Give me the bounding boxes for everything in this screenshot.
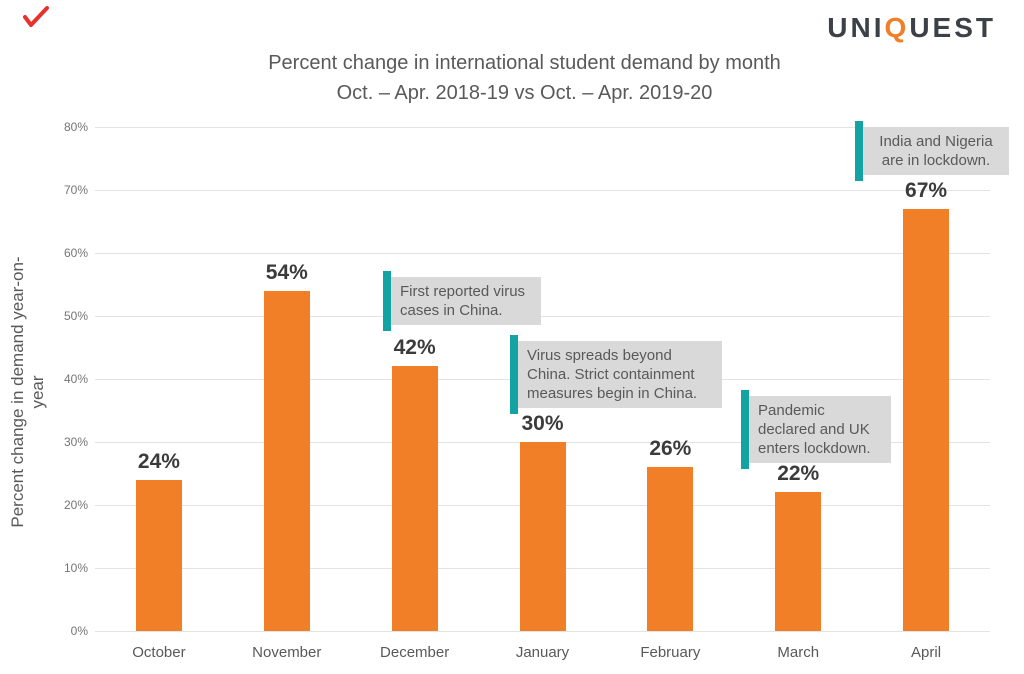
- bar-january: [519, 442, 566, 631]
- x-axis-label-february: February: [640, 644, 701, 661]
- gridline-80%: [95, 127, 990, 128]
- y-tick-label-70%: 70%: [63, 183, 88, 197]
- x-axis-label-january: January: [515, 644, 570, 661]
- logo-text-suffix: UEST: [909, 12, 996, 43]
- x-axis-label-march: March: [777, 644, 820, 661]
- logo-text-prefix: UNI: [827, 12, 885, 43]
- annotation-text: First reported virus cases in China.: [391, 277, 541, 325]
- bar-value-label-december: 42%: [393, 336, 436, 360]
- y-axis-label: Percent change in demand year-on-year: [8, 256, 47, 528]
- x-axis-label-december: December: [380, 644, 450, 661]
- plot-area: 0% 10% 20% 30% 40% 50% 60% 70% 80% 24% October 54% N…: [64, 120, 990, 661]
- y-tick-label-10%: 10%: [63, 561, 88, 575]
- bar-december: [391, 366, 438, 631]
- annotation-accent-bar: [510, 335, 518, 414]
- bar-february: [647, 467, 694, 631]
- y-tick-label-40%: 40%: [63, 372, 88, 386]
- y-tick-label-60%: 60%: [63, 246, 88, 260]
- bar-november: [263, 290, 310, 631]
- x-axis-label-april: April: [911, 644, 942, 661]
- annotation-april: India and Nigeria are in lockdown.: [855, 121, 1009, 181]
- annotation-accent-bar: [855, 121, 863, 181]
- gridline-0%: [95, 631, 990, 632]
- uniquest-logo: UNIQUEST: [827, 12, 996, 44]
- chart-subtitle: Oct. – Apr. 2018-19 vs Oct. – Apr. 2019-…: [336, 82, 713, 104]
- bar-value-label-january: 30%: [521, 412, 564, 435]
- bar-value-label-february: 26%: [649, 437, 692, 461]
- annotation-text: Pandemic declared and UK enters lockdown…: [749, 396, 891, 463]
- x-axis-label-october: October: [132, 644, 186, 661]
- annotation-january: Virus spreads beyond China. Strict conta…: [510, 335, 722, 414]
- annotation-text: Virus spreads beyond China. Strict conta…: [518, 341, 722, 408]
- bar-value-label-march: 22%: [777, 462, 820, 486]
- bar-value-label-april: 67%: [905, 178, 948, 202]
- bar-value-label-october: 24%: [137, 449, 180, 473]
- red-check-mark-icon: [23, 6, 49, 27]
- gridline-50%: [95, 316, 990, 317]
- bar-october: [135, 479, 182, 631]
- x-axis-label-november: November: [252, 644, 322, 661]
- annotation-march: Pandemic declared and UK enters lockdown…: [741, 390, 891, 469]
- gridline-60%: [95, 253, 990, 254]
- bar-march: [775, 492, 822, 631]
- y-tick-label-80%: 80%: [63, 120, 88, 134]
- gridline-70%: [95, 190, 990, 191]
- annotation-accent-bar: [741, 390, 749, 469]
- y-tick-label-20%: 20%: [63, 498, 88, 512]
- annotation-december: First reported virus cases in China.: [383, 271, 541, 331]
- y-tick-label-30%: 30%: [63, 435, 88, 449]
- chart-title: Percent change in international student …: [268, 52, 781, 74]
- y-tick-label-0%: 0%: [70, 624, 88, 638]
- annotation-text: India and Nigeria are in lockdown.: [863, 127, 1009, 175]
- annotation-accent-bar: [383, 271, 391, 331]
- y-tick-label-50%: 50%: [63, 309, 88, 323]
- bar-april: [903, 208, 950, 631]
- bar-value-label-november: 54%: [265, 260, 308, 284]
- logo-q-magnifier-icon: Q: [884, 12, 910, 43]
